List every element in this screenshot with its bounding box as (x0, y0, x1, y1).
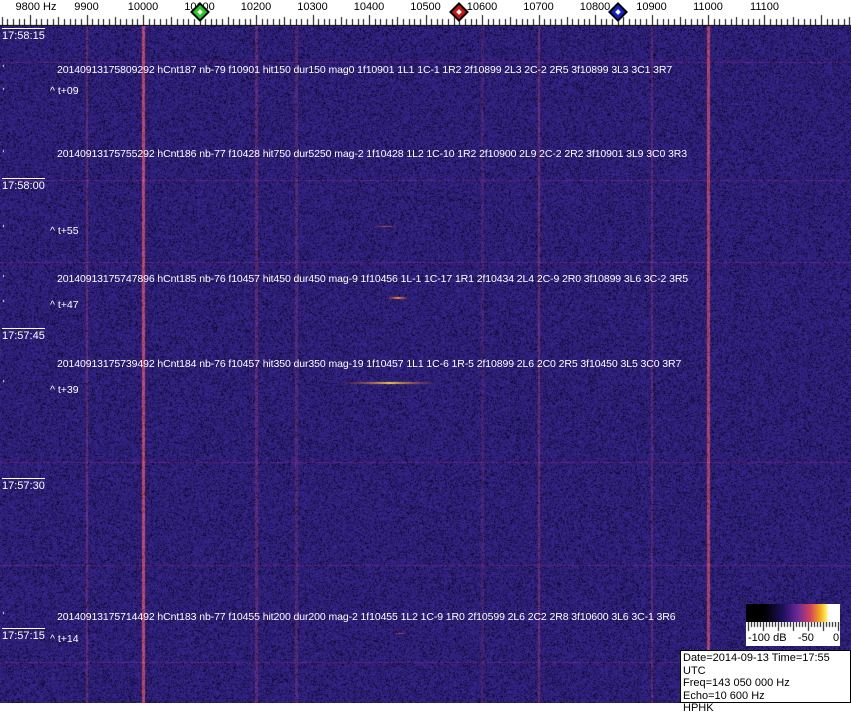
colorbar-ticks (746, 622, 840, 634)
frequency-label: 10700 (523, 1, 554, 13)
frequency-axis: 9800 Hz990010000101001020010300104001050… (0, 0, 851, 26)
colorbar-gradient (746, 604, 840, 622)
frequency-label: 11100 (750, 1, 779, 13)
event-offset: ^ t+09 (50, 85, 79, 97)
time-label: 17:58:00 (2, 178, 45, 192)
time-label: 17:57:15 (2, 628, 45, 642)
frequency-label: 10000 (127, 1, 159, 13)
event-line: 20140913175714492 hCnt183 nb-77 f10455 h… (57, 611, 676, 623)
frequency-label: 11000 (693, 1, 723, 13)
frequency-label: 10800 (579, 1, 611, 13)
info-date-time: Date=2014-09-13 Time=17:55 UTC (683, 652, 830, 677)
frequency-label: 10400 (353, 1, 385, 13)
info-station: HPHK (683, 702, 714, 714)
time-label: 17:57:30 (2, 478, 45, 492)
colorbar-label: 0 (833, 632, 840, 644)
event-offset: ^ t+47 (50, 299, 79, 311)
colorbar: -100 dB -50 0 (746, 604, 840, 646)
frequency-label: 10600 (466, 1, 498, 13)
frequency-label: 10900 (636, 1, 667, 13)
info-echo: Echo=10 600 Hz (683, 689, 765, 702)
colorbar-label: -50 (798, 632, 814, 644)
frequency-label: 10200 (240, 1, 272, 13)
info-box: Date=2014-09-13 Time=17:55 UTC Freq=143 … (680, 650, 851, 714)
time-label: 17:57:45 (2, 328, 45, 342)
event-line: 20140913175739492 hCnt184 nb-76 f10457 h… (57, 358, 682, 370)
frequency-ticks (0, 0, 851, 26)
frequency-label: 10300 (297, 1, 328, 13)
event-offset: ^ t+55 (50, 225, 79, 237)
event-offset: ^ t+14 (50, 633, 79, 645)
frequency-label: 9900 (74, 1, 99, 13)
frequency-label: 10500 (410, 1, 441, 13)
time-label: 17:58:15 (2, 28, 45, 42)
event-line: 20140913175809292 hCnt187 nb-79 f10901 h… (57, 64, 673, 76)
waterfall-spectrogram[interactable] (0, 26, 851, 703)
event-line: 20140913175747896 hCnt185 nb-76 f10457 h… (57, 273, 689, 285)
event-offset: ^ t+39 (50, 384, 79, 396)
info-freq: Freq=143 050 000 Hz (683, 677, 790, 689)
colorbar-label: -100 dB (748, 632, 787, 644)
frequency-label: 9800 Hz (15, 1, 57, 13)
event-line: 20140913175755292 hCnt186 nb-77 f10428 h… (57, 148, 687, 160)
